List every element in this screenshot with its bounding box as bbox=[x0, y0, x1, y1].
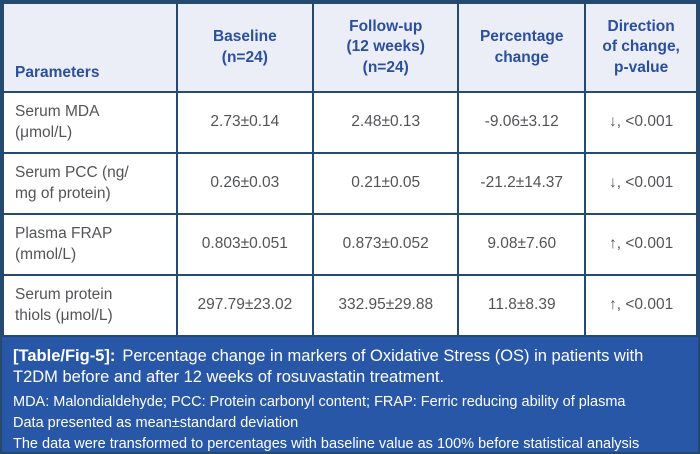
table-row: Plasma FRAP (mmol/L) 0.803±0.051 0.873±0… bbox=[2, 213, 698, 276]
baseline-cell: 0.26±0.03 bbox=[175, 152, 315, 215]
param-cell: Plasma FRAP (mmol/L) bbox=[2, 213, 178, 276]
caption-label: [Table/Fig-5]: bbox=[13, 347, 116, 365]
param-cell: Serum protein thiols (μmol/L) bbox=[2, 274, 178, 337]
param-cell: Serum PCC (ng/ mg of protein) bbox=[2, 152, 178, 215]
followup-cell: 0.21±0.05 bbox=[312, 152, 460, 215]
param-cell: Serum MDA (μmol/L) bbox=[2, 91, 178, 154]
header-direction-pvalue: Direction of change, p-value bbox=[584, 2, 698, 93]
baseline-cell: 297.79±23.02 bbox=[175, 274, 315, 337]
table-row: Serum MDA (μmol/L) 2.73±0.14 2.48±0.13 -… bbox=[2, 91, 698, 154]
figure-caption-band: [Table/Fig-5]: Percentage change in marke… bbox=[2, 337, 698, 452]
baseline-cell: 2.73±0.14 bbox=[175, 91, 315, 154]
direction-cell: ↑, <0.001 bbox=[584, 274, 698, 337]
pct-change-cell: -21.2±14.37 bbox=[457, 152, 587, 215]
header-baseline: Baseline (n=24) bbox=[175, 2, 315, 93]
mean-sd-note: Data presented as mean±standard deviatio… bbox=[13, 414, 299, 431]
direction-cell: ↓, <0.001 bbox=[584, 152, 698, 215]
direction-cell: ↓, <0.001 bbox=[584, 91, 698, 154]
baseline-cell: 0.803±0.051 bbox=[175, 213, 315, 276]
header-percentage-change: Percentage change bbox=[457, 2, 587, 93]
table-row: Serum protein thiols (μmol/L) 297.79±23.… bbox=[2, 274, 698, 337]
pct-change-cell: 9.08±7.60 bbox=[457, 213, 587, 276]
header-parameters: Parameters bbox=[2, 2, 178, 93]
followup-cell: 2.48±0.13 bbox=[312, 91, 460, 154]
pct-change-cell: 11.8±8.39 bbox=[457, 274, 587, 337]
pct-change-cell: -9.06±3.12 bbox=[457, 91, 587, 154]
transformation-note: The data were transformed to percentages… bbox=[13, 435, 640, 452]
abbreviations-note: MDA: Malondialdehyde; PCC: Protein carbo… bbox=[13, 393, 626, 410]
followup-cell: 332.95±29.88 bbox=[312, 274, 460, 337]
direction-cell: ↑, <0.001 bbox=[584, 213, 698, 276]
followup-cell: 0.873±0.052 bbox=[312, 213, 460, 276]
figure-caption: [Table/Fig-5]: Percentage change in marke… bbox=[13, 346, 687, 389]
caption-text: Percentage change in markers of Oxidativ… bbox=[13, 347, 644, 387]
header-followup: Follow-up (12 weeks) (n=24) bbox=[312, 2, 460, 93]
oxidative-stress-table: Parameters Baseline (n=24) Follow-up (12… bbox=[2, 2, 698, 337]
table-header-row: Parameters Baseline (n=24) Follow-up (12… bbox=[2, 2, 698, 93]
table-row: Serum PCC (ng/ mg of protein) 0.26±0.03 … bbox=[2, 152, 698, 215]
